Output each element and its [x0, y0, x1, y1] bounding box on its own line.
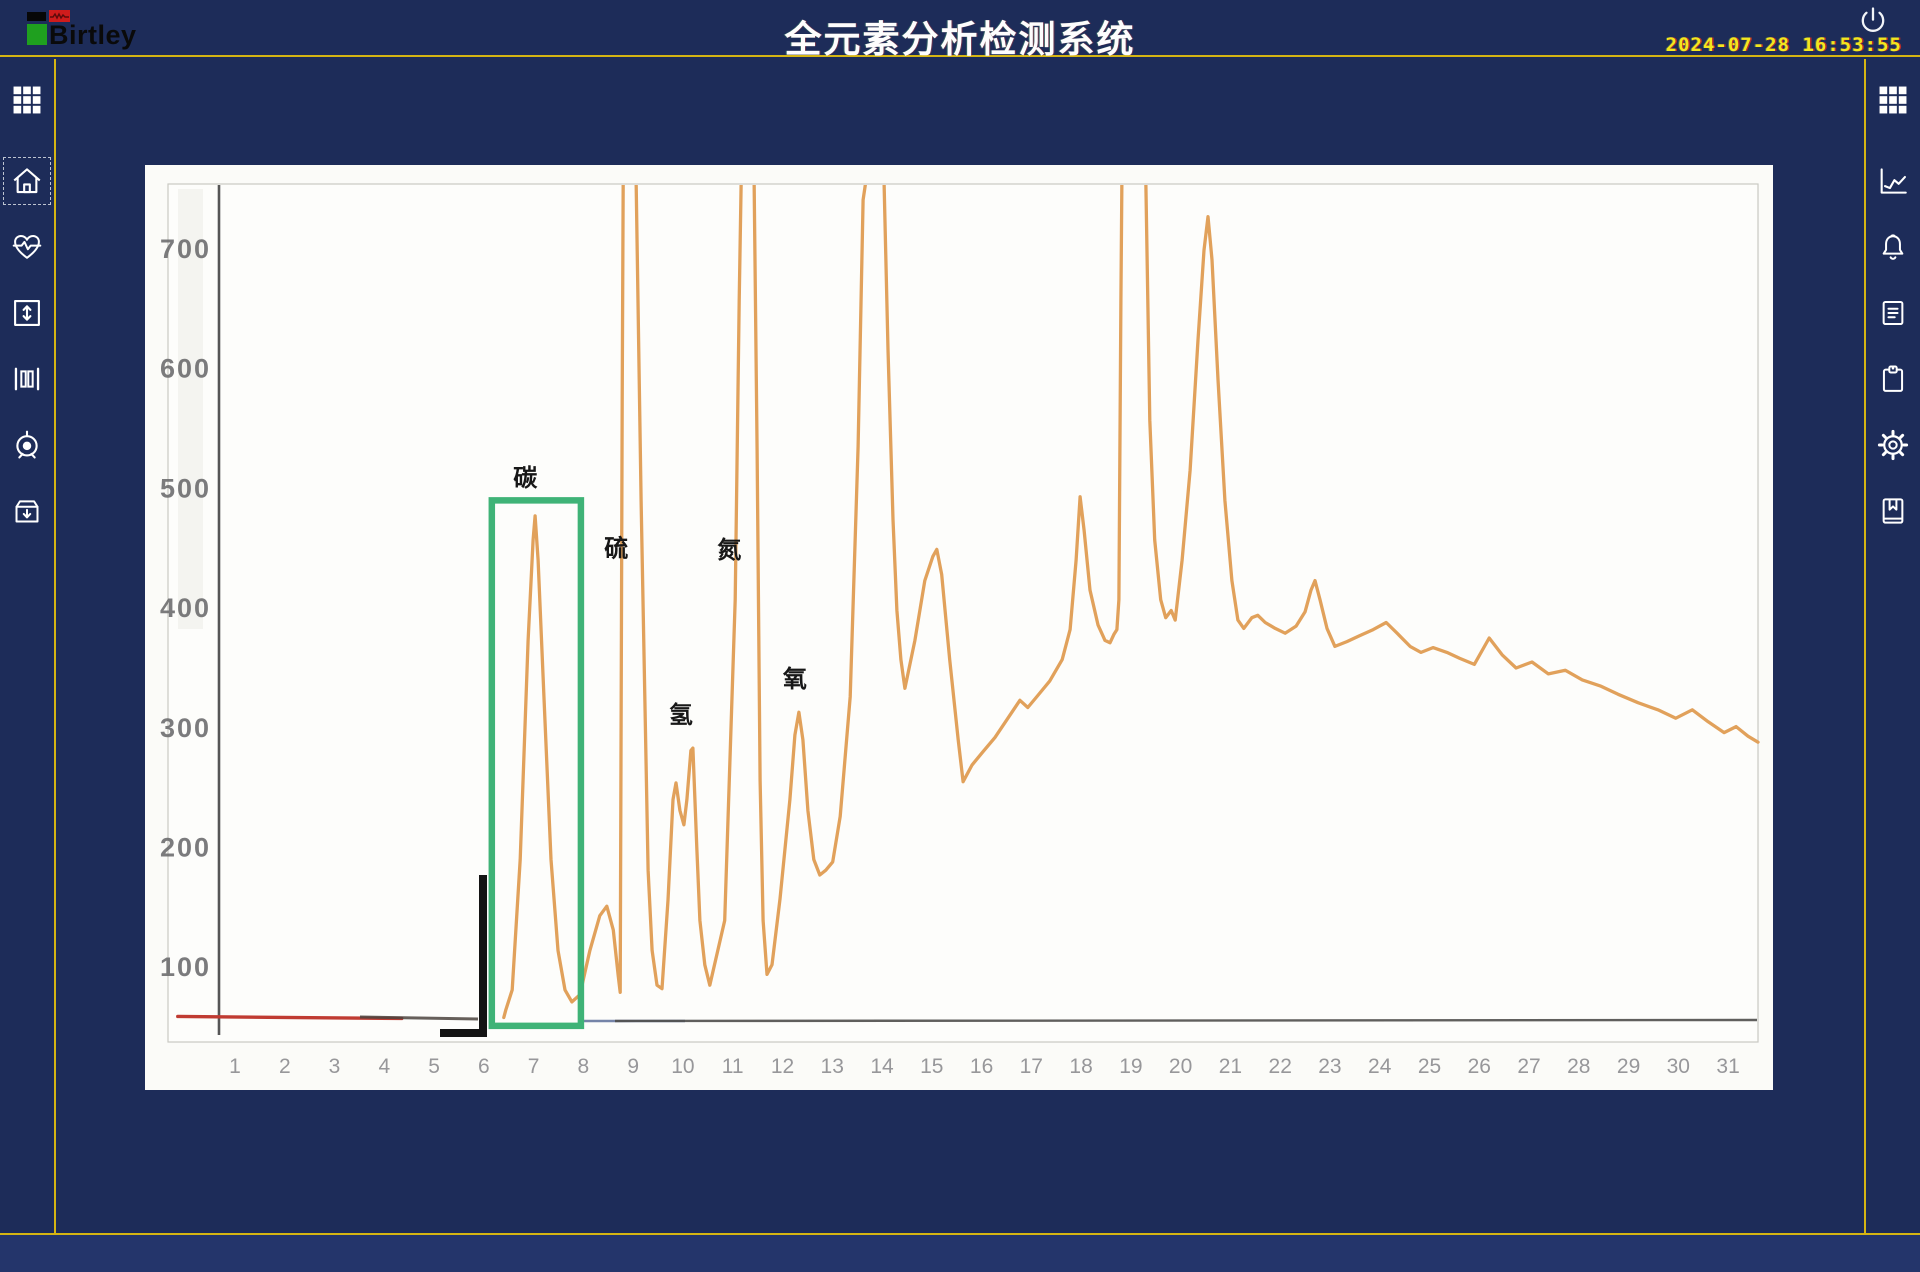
- y-tick-label: 400: [160, 593, 211, 623]
- signal-trace: [502, 185, 1760, 1020]
- y-tick-label: 200: [160, 833, 211, 863]
- sidebar-item-alarms[interactable]: [1869, 223, 1917, 271]
- x-tick-label: 29: [1617, 1055, 1640, 1078]
- x-tick-label: 5: [428, 1055, 440, 1078]
- sidebar-item-home[interactable]: [3, 157, 51, 205]
- x-tick-label: 4: [378, 1055, 390, 1078]
- gear-icon: [1876, 428, 1910, 462]
- clipboard-icon: [1876, 362, 1910, 396]
- y-tick-label: 600: [160, 354, 211, 384]
- x-tick-label: 26: [1468, 1055, 1491, 1078]
- peak-label-sulfur: 硫: [604, 535, 628, 563]
- bracket-mark: [440, 875, 487, 1037]
- x-tick-label: 15: [920, 1055, 943, 1078]
- x-tick-label: 10: [671, 1055, 694, 1078]
- bell-icon: [1876, 230, 1910, 264]
- heartbeat-icon: [10, 230, 44, 264]
- x-tick-label: 30: [1667, 1055, 1690, 1078]
- brand-name: Birtley: [49, 20, 137, 50]
- x-tick-label: 11: [722, 1055, 744, 1078]
- y-tick-label: 300: [160, 713, 211, 743]
- home-icon: [10, 164, 44, 198]
- y-tick-label: 700: [160, 234, 211, 264]
- left-sidebar: [0, 59, 56, 1233]
- x-tick-label: 28: [1567, 1055, 1590, 1078]
- trend-chart-icon: [1876, 164, 1910, 198]
- sidebar-item-apps[interactable]: [3, 76, 51, 124]
- x-tick-label: 31: [1716, 1055, 1739, 1078]
- columns-icon: [10, 362, 44, 396]
- x-tick-labels: 1 2 3 4 5 6 7 8 9 10 11 12 13 14 15 16 17 18 19 20 21 22 23 24 2…: [229, 1055, 1740, 1078]
- page-title: 全元素分析检测系统: [784, 19, 1136, 60]
- x-tick-label: 22: [1269, 1055, 1292, 1078]
- y-tick-labels: 700 600 500 400 300 200 100: [160, 234, 211, 982]
- x-tick-label: 1: [229, 1055, 241, 1078]
- power-icon: [1856, 4, 1890, 38]
- x-tick-label: 6: [478, 1055, 490, 1078]
- sidebar-item-monitor[interactable]: [3, 223, 51, 271]
- apps-grid-icon: [1879, 86, 1907, 114]
- x-tick-label: 27: [1517, 1055, 1540, 1078]
- sidebar-item-range[interactable]: [3, 289, 51, 337]
- peak-label-oxygen: 氧: [783, 665, 807, 693]
- logo-pulse-icon: [50, 12, 69, 20]
- x-tick-label: 7: [528, 1055, 540, 1078]
- sidebar-item-locate[interactable]: [3, 421, 51, 469]
- y-tick-label: 100: [160, 952, 211, 982]
- logbook-icon: [1876, 494, 1910, 528]
- x-tick-label: 17: [1020, 1055, 1043, 1078]
- x-tick-label: 19: [1119, 1055, 1142, 1078]
- logo-red-block: [49, 10, 70, 22]
- x-tick-label: 3: [329, 1055, 341, 1078]
- y-tick-label: 500: [160, 473, 211, 503]
- peak-label-hydrogen: 氢: [669, 701, 693, 729]
- x-tick-label: 18: [1069, 1055, 1092, 1078]
- x-tick-label: 23: [1318, 1055, 1341, 1078]
- datetime-display: 2024-07-28 16:53:55: [1665, 34, 1902, 56]
- target-icon: [10, 428, 44, 462]
- x-tick-label: 12: [771, 1055, 794, 1078]
- chromatogram-panel: 700 600 500 400 300 200 100 1 2 3 4 5 6 7 8 9 10 11 12 13 1…: [145, 165, 1773, 1090]
- top-bar: Birtley 全元素分析检测系统 2024-07-28 16:53:55: [0, 0, 1920, 60]
- x-tick-label: 2: [279, 1055, 291, 1078]
- scan-page-border: [167, 183, 1759, 1043]
- vertical-range-icon: [10, 296, 44, 330]
- bottom-bar: [0, 1233, 1920, 1272]
- scan-shadow-strip: [178, 189, 203, 629]
- sidebar-item-tasks[interactable]: [1869, 355, 1917, 403]
- archive-in-icon: [10, 494, 44, 528]
- baseline-fade-segment: [359, 1015, 479, 1021]
- report-document-icon: [1876, 296, 1910, 330]
- sidebar-item-columns[interactable]: [3, 355, 51, 403]
- sidebar-item-logbook[interactable]: [1869, 487, 1917, 535]
- x-tick-label: 16: [970, 1055, 993, 1078]
- x-tick-label: 25: [1418, 1055, 1441, 1078]
- logo-black-block: [27, 12, 46, 21]
- x-tick-label: 9: [627, 1055, 639, 1078]
- sidebar-item-archive[interactable]: [3, 487, 51, 535]
- sidebar-item-report[interactable]: [1869, 289, 1917, 337]
- x-tick-label: 20: [1169, 1055, 1192, 1078]
- sidebar-item-apps-right[interactable]: [1869, 76, 1917, 124]
- x-tick-label: 13: [821, 1055, 844, 1078]
- apps-grid-icon: [13, 86, 41, 114]
- x-tick-label: 24: [1368, 1055, 1392, 1078]
- carbon-highlight-box: [488, 497, 585, 1030]
- peak-label-carbon: 碳: [513, 465, 538, 492]
- logo-green-block: [27, 24, 47, 45]
- sidebar-item-settings[interactable]: [1869, 421, 1917, 469]
- sidebar-item-curve[interactable]: [1869, 157, 1917, 205]
- peak-label-nitrogen: 氮: [717, 537, 741, 564]
- power-button[interactable]: [1856, 4, 1880, 28]
- x-tick-label: 8: [578, 1055, 590, 1078]
- dark-baseline: [614, 1018, 1758, 1023]
- x-tick-label: 14: [870, 1055, 894, 1078]
- x-tick-label: 21: [1219, 1055, 1242, 1078]
- brand-logo: Birtley: [24, 8, 164, 52]
- right-sidebar: [1864, 59, 1920, 1233]
